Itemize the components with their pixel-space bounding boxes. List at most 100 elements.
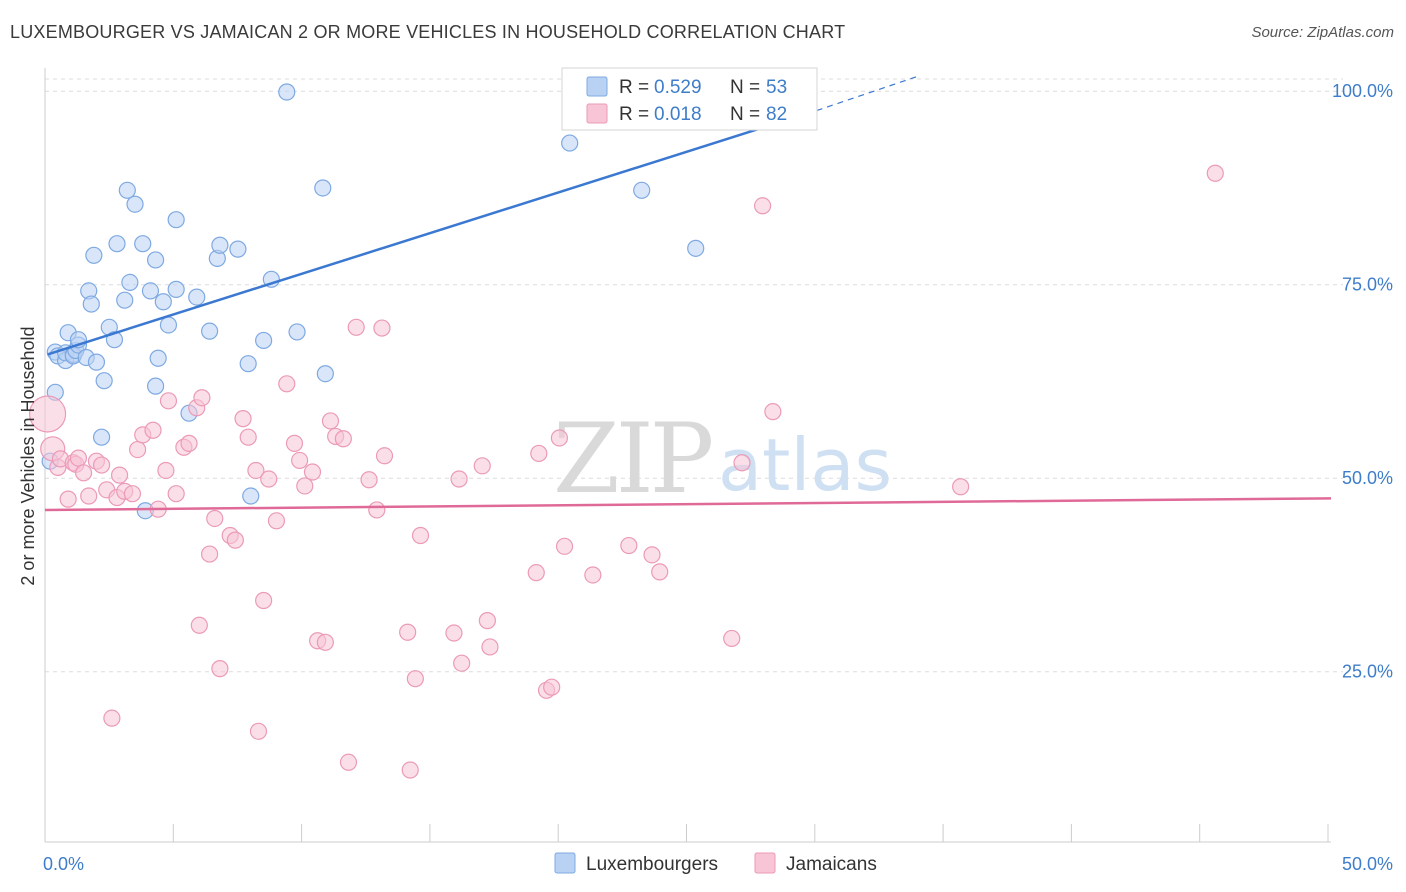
luxembourger-point xyxy=(141,282,160,300)
jamaican-point xyxy=(411,526,430,545)
jamaican-point xyxy=(144,421,162,439)
jamaican-point xyxy=(445,624,463,642)
jamaican-point xyxy=(59,490,77,508)
jamaican-point xyxy=(206,509,224,528)
jamaican-point xyxy=(247,461,265,480)
luxembourger-point xyxy=(146,251,165,269)
luxembourger-point xyxy=(118,181,136,199)
luxembourger-point xyxy=(116,291,134,309)
luxembourger-point xyxy=(687,239,705,257)
legend-n-label-2: N = xyxy=(730,104,760,125)
luxembourger-point xyxy=(288,323,306,341)
jamaican-point xyxy=(159,392,178,410)
luxembourger-point xyxy=(278,83,296,101)
luxembourger-point xyxy=(95,372,113,390)
legend-n-value-2: 82 xyxy=(766,104,787,125)
jamaican-point xyxy=(226,531,244,549)
luxembourger-point xyxy=(167,280,185,298)
luxembourger-point xyxy=(87,353,106,371)
luxembourger-point xyxy=(633,181,651,199)
jamaican-point xyxy=(1206,164,1224,182)
jamaican-point xyxy=(260,470,278,488)
jamaican-point xyxy=(550,429,569,447)
jamaican-point xyxy=(249,722,268,740)
y-tick-label: 75.0% xyxy=(1342,275,1393,295)
bottom-legend-jamaicans: Jamaicans xyxy=(786,854,877,875)
tick-labels: 25.0% 50.0% 75.0% 100.0% 0.0% 50.0% xyxy=(43,81,1393,874)
jamaican-point xyxy=(368,501,386,519)
watermark: ZIP atlas xyxy=(553,403,892,515)
luxembourger-point xyxy=(255,331,273,350)
series-legend: Luxembourgers Jamaicans xyxy=(554,852,877,875)
y-tick-label: 100.0% xyxy=(1332,81,1393,101)
jamaican-point xyxy=(450,470,468,488)
luxembourger-point xyxy=(242,487,260,505)
jamaican-point xyxy=(401,761,419,779)
jamaican-point xyxy=(399,623,417,641)
chart-title: LUXEMBOURGER VS JAMAICAN 2 OR MORE VEHIC… xyxy=(10,22,846,42)
jamaican-point xyxy=(406,670,424,688)
luxembourger-point xyxy=(316,365,334,383)
source-label: Source: ZipAtlas.com xyxy=(1251,24,1394,41)
jamaican-point xyxy=(527,564,545,582)
luxembourger-point xyxy=(92,428,111,446)
jamaican-point xyxy=(453,654,471,672)
legend-n-label-1: N = xyxy=(730,77,760,98)
jamaican-point xyxy=(481,638,499,656)
luxembourger-point xyxy=(154,293,172,311)
jamaican-point xyxy=(239,428,257,446)
jamaican-point xyxy=(278,375,296,393)
jamaican-point xyxy=(291,451,309,470)
jamaican-point xyxy=(103,709,121,727)
jamaican-point xyxy=(473,457,491,475)
jamaican-point xyxy=(952,478,970,496)
jamaican-point xyxy=(303,463,322,481)
stats-legend: R = 0.529 N = 53 R = 0.018 N = 82 xyxy=(561,67,818,131)
jamaican-point xyxy=(74,464,93,482)
jamaican-point xyxy=(643,546,661,564)
jamaican-point xyxy=(110,466,129,484)
jamaican-point xyxy=(478,612,496,630)
legend-n-value-1: 53 xyxy=(766,77,787,98)
jamaican-point xyxy=(128,440,147,459)
x-tick-label-min: 0.0% xyxy=(43,854,84,874)
gridlines xyxy=(45,78,1343,673)
legend-r-value-1: 0.529 xyxy=(654,77,702,98)
luxembourger-point xyxy=(561,134,579,152)
y-tick-label: 50.0% xyxy=(1342,468,1393,488)
bottom-swatch-jamaicans xyxy=(754,852,776,874)
jamaican-point xyxy=(555,537,574,555)
y-axis-title: 2 or more Vehicles in Household xyxy=(18,326,38,585)
luxembourger-point xyxy=(229,240,247,258)
luxembourger-point xyxy=(167,211,185,229)
luxembourger-point xyxy=(201,322,219,340)
bottom-legend-luxembourgers: Luxembourgers xyxy=(586,854,718,875)
jamaican-point xyxy=(753,197,772,215)
jamaican-trend-line xyxy=(44,497,1332,512)
jamaican-point xyxy=(69,449,88,467)
jamaican-point xyxy=(360,471,378,489)
jamaican-point xyxy=(651,563,669,581)
luxembourger-point xyxy=(211,236,229,254)
jamaican-point xyxy=(733,454,751,472)
jamaican-point xyxy=(157,461,175,480)
luxembourger-point xyxy=(149,349,167,367)
jamaican-point xyxy=(234,410,252,428)
luxembourger-trend-extension xyxy=(816,75,920,112)
watermark-zip: ZIP xyxy=(553,403,712,515)
jamaican-point xyxy=(267,512,286,530)
luxembourger-point xyxy=(239,355,257,373)
jamaican-point xyxy=(764,403,782,421)
jamaican-point xyxy=(180,434,198,452)
jamaican-point xyxy=(543,678,561,696)
jamaican-point xyxy=(201,545,219,563)
jamaican-point xyxy=(584,566,602,584)
jamaican-point xyxy=(375,447,394,465)
luxembourger-point xyxy=(108,235,126,253)
legend-r-value-2: 0.018 xyxy=(654,104,702,125)
jamaican-point xyxy=(255,591,273,610)
jamaican-point xyxy=(211,660,229,678)
luxembourger-point xyxy=(82,295,100,313)
luxembourger-point xyxy=(126,195,144,213)
